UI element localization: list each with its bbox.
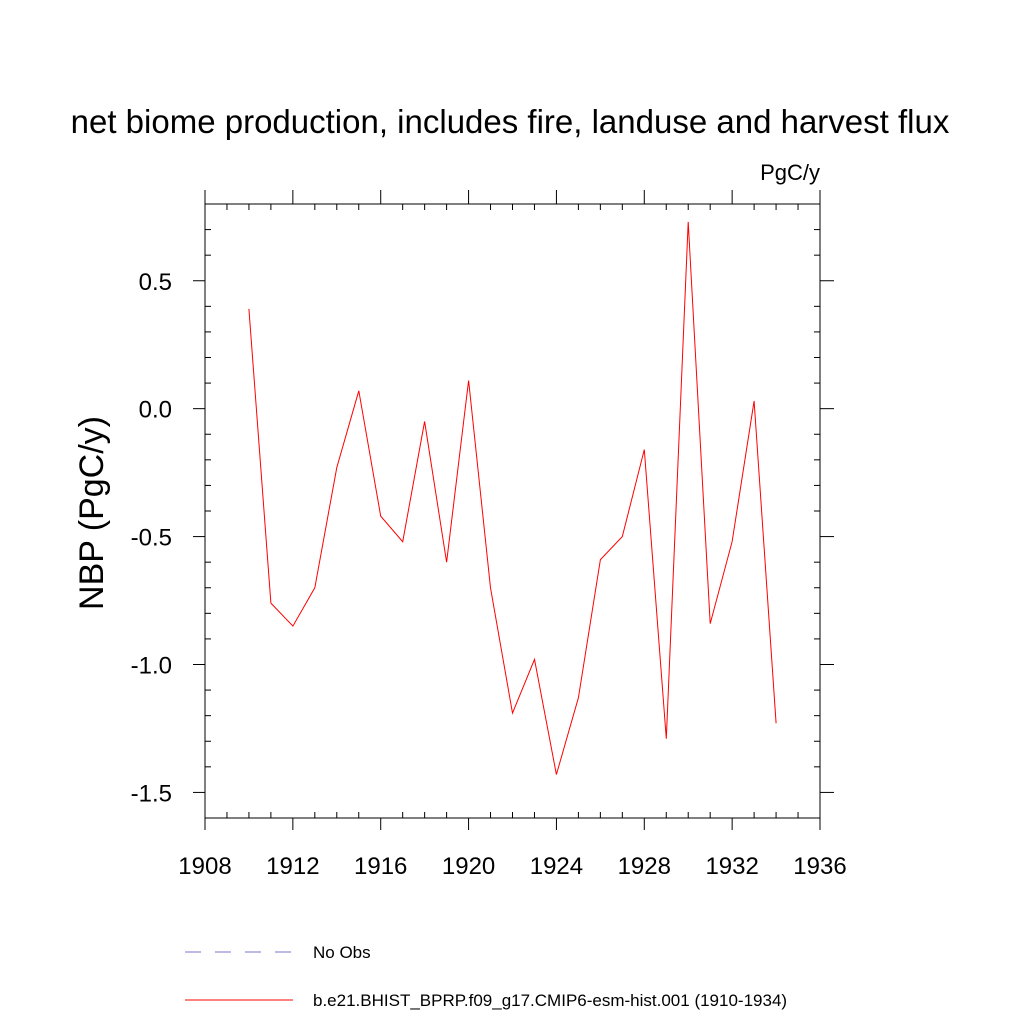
x-tick-label: 1912 [266, 853, 319, 880]
y-tick-label: 0.0 [139, 397, 172, 424]
y-tick-label: -1.5 [131, 780, 172, 807]
y-tick-label: -1.0 [131, 653, 172, 680]
plot-frame [204, 203, 821, 819]
chart-title: net biome production, includes fire, lan… [71, 103, 950, 140]
x-tick-label: 1928 [618, 853, 671, 880]
legend-label-no-obs: No Obs [313, 943, 371, 962]
y-axis-label: NBP (PgC/y) [73, 416, 111, 610]
x-tick-label: 1924 [530, 853, 583, 880]
series-line [248, 221, 777, 775]
x-tick-label: 1920 [442, 853, 495, 880]
x-tick-label: 1936 [793, 853, 846, 880]
x-tick-label: 1932 [705, 853, 758, 880]
axis-ticks [193, 190, 834, 830]
x-tick-label: 1908 [178, 853, 231, 880]
series-group [248, 221, 777, 775]
x-tick-label: 1916 [354, 853, 407, 880]
tick-labels: 1908 1912 1916 1920 1924 1928 1932 1936 -1.5 -1.0… [131, 269, 847, 880]
units-label: PgC/y [760, 160, 820, 185]
y-tick-label: 0.5 [139, 269, 172, 296]
legend-label-model-run: b.e21.BHIST_BPRP.f09_g17.CMIP6-esm-hist.… [313, 991, 787, 1010]
y-tick-label: -0.5 [131, 525, 172, 552]
legend: No Obs b.e21.BHIST_BPRP.f09_g17.CMIP6-es… [185, 943, 787, 1010]
